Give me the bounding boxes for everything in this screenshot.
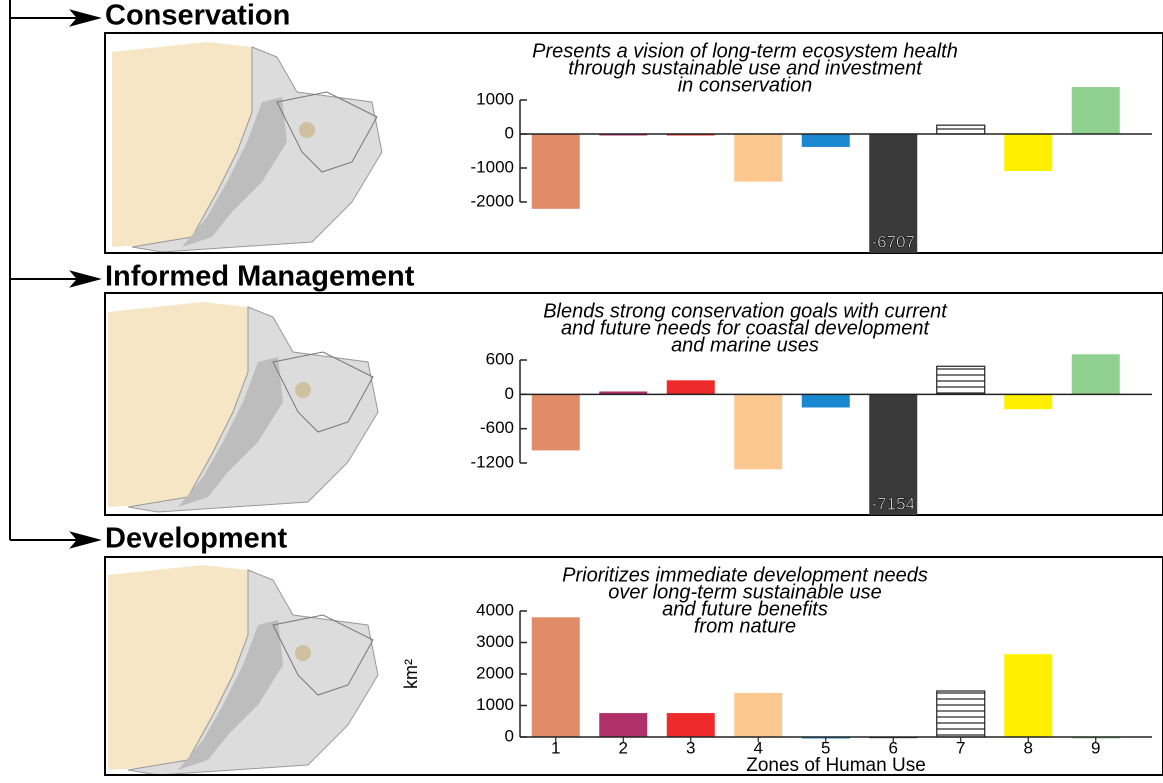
bar xyxy=(666,380,715,395)
subtitle: over long-term sustainable use xyxy=(608,581,881,603)
bar xyxy=(666,713,715,737)
plot xyxy=(531,87,1120,253)
map xyxy=(107,564,379,776)
x-tick-label: 7 xyxy=(956,738,965,757)
subtitle: and marine uses xyxy=(671,334,819,356)
map xyxy=(111,41,383,253)
panel-title: Development xyxy=(105,523,287,555)
bar xyxy=(936,365,986,395)
y-tick-label: -600 xyxy=(480,418,514,437)
subtitle: in conservation xyxy=(678,74,813,96)
bar xyxy=(1004,134,1053,172)
y-tick-label: 1000 xyxy=(476,695,514,714)
panel-title: Informed Management xyxy=(105,261,415,293)
bar xyxy=(734,134,783,182)
subtitle: Prioritizes immediate development needs xyxy=(562,564,928,586)
bar xyxy=(599,713,648,737)
x-tick-label: 8 xyxy=(1024,738,1033,757)
panel-frame xyxy=(104,292,1163,516)
subtitle: from nature xyxy=(694,615,796,637)
arrows xyxy=(10,9,102,549)
x-tick-label: 3 xyxy=(686,738,695,757)
y-tick-label: 2000 xyxy=(476,663,514,682)
x-axis-label: Zones of Human Use xyxy=(746,755,926,776)
x-tick-label: 1 xyxy=(551,738,560,757)
y-tick-label: -1000 xyxy=(471,157,514,176)
y-tick-label: 3000 xyxy=(476,632,514,651)
y-tick-label: 4000 xyxy=(476,600,514,619)
bar xyxy=(801,134,850,147)
value-label: -7154 xyxy=(872,494,915,513)
bar xyxy=(1071,87,1120,134)
x-tick-label: 9 xyxy=(1091,738,1100,757)
bar xyxy=(801,394,850,408)
map xyxy=(107,301,379,513)
subtitle: and future benefits xyxy=(662,598,828,620)
bar xyxy=(734,394,783,470)
y-tick-label: -2000 xyxy=(471,191,514,210)
panel-title: Conservation xyxy=(105,0,290,32)
y-tick-label: 600 xyxy=(486,349,514,368)
y-tick-label: 0 xyxy=(505,384,514,403)
bar xyxy=(531,617,580,737)
bar xyxy=(599,391,648,395)
x-tick-label: 6 xyxy=(889,738,898,757)
bar xyxy=(936,690,986,738)
subtitle: and future needs for coastal development xyxy=(561,317,930,339)
y-axis-label: km² xyxy=(401,659,421,689)
x-tick-label: 5 xyxy=(821,738,830,757)
y-tick-label: 0 xyxy=(505,726,514,745)
y-tick-label: -1200 xyxy=(471,452,514,471)
subtitle: Blends strong conservation goals with cu… xyxy=(543,300,948,322)
x-tick-label: 4 xyxy=(754,738,763,757)
x-tick-label: 2 xyxy=(619,738,628,757)
y-tick-label: 0 xyxy=(505,123,514,142)
y-tick-label: 1000 xyxy=(476,89,514,108)
bar xyxy=(1004,654,1053,737)
bar xyxy=(1004,394,1053,410)
bar xyxy=(869,134,918,253)
bar xyxy=(1071,354,1120,395)
subtitle: Presents a vision of long-term ecosystem… xyxy=(532,40,958,62)
panel-frame xyxy=(104,556,1163,776)
bar xyxy=(531,394,580,451)
plot xyxy=(531,617,1120,739)
plot xyxy=(531,354,1120,515)
bar xyxy=(869,394,918,515)
bar xyxy=(936,124,986,135)
subtitle: through sustainable use and investment xyxy=(568,57,923,79)
value-label: -6707 xyxy=(872,232,915,251)
panel-frame xyxy=(104,32,1163,254)
bar xyxy=(531,134,580,209)
bar xyxy=(734,692,783,737)
